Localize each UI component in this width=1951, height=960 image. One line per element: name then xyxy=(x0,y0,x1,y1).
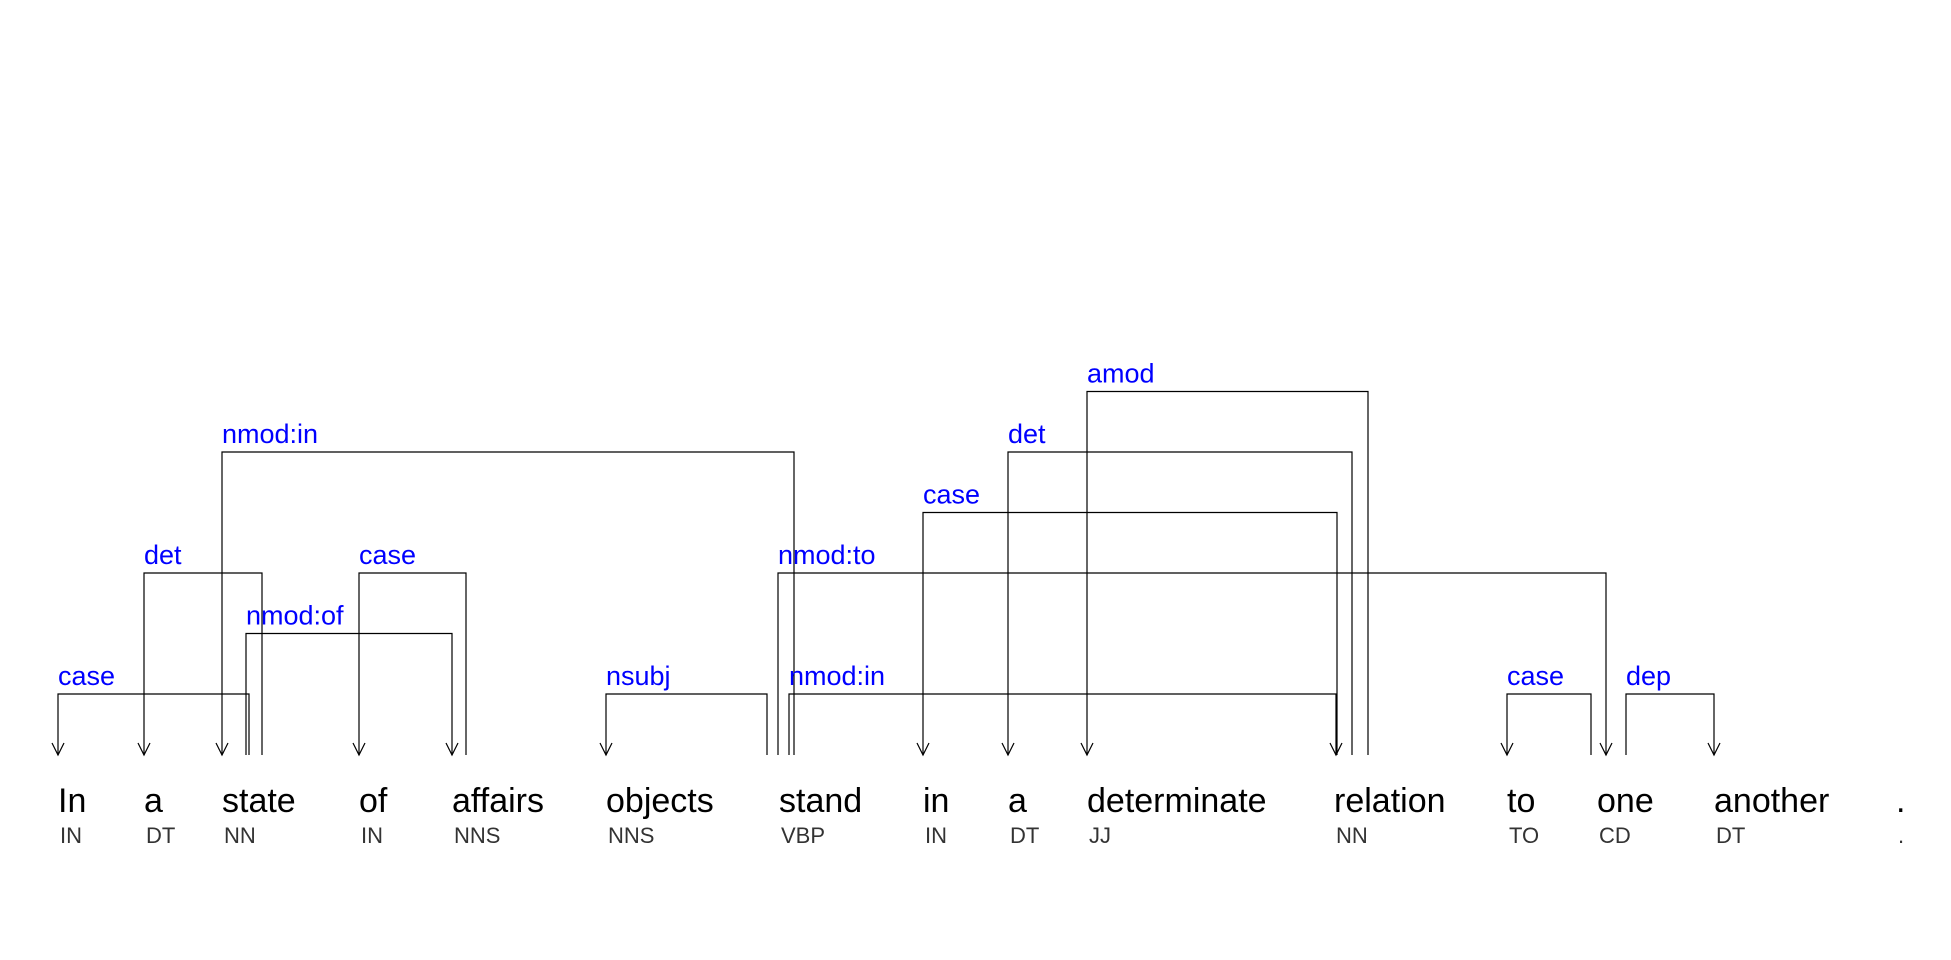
arc-label: nmod:of xyxy=(246,601,344,631)
arc-line xyxy=(777,572,1607,755)
arc-label: nmod:in xyxy=(222,419,318,449)
arc-label: nsubj xyxy=(606,661,671,691)
arrowhead-icon xyxy=(352,742,366,757)
dependency-arc: det xyxy=(1001,419,1353,757)
arrowhead-icon xyxy=(1707,742,1721,757)
arrowhead-icon xyxy=(215,742,229,757)
arc-label: dep xyxy=(1626,661,1671,691)
token-word: stand xyxy=(779,782,862,820)
arc-line xyxy=(358,572,467,755)
arrowhead-icon xyxy=(599,742,613,757)
arrowhead-icon xyxy=(1329,742,1343,757)
token-pos-tag: DT xyxy=(1010,823,1039,848)
token-pos-tag: . xyxy=(1898,823,1904,848)
arrowhead-icon xyxy=(1080,742,1094,757)
token-word: objects xyxy=(606,782,714,820)
dependency-arc: nmod:of xyxy=(245,601,459,757)
arc-label: case xyxy=(58,661,115,691)
arc-label: case xyxy=(1507,661,1564,691)
token-word: to xyxy=(1507,782,1535,820)
arc-label: nmod:in xyxy=(789,661,885,691)
dependency-arc: case xyxy=(51,661,250,757)
dependency-arc: nmod:in xyxy=(788,661,1343,757)
token-word: one xyxy=(1597,782,1654,820)
token-word: state xyxy=(222,782,296,820)
token-pos-tag: NN xyxy=(1336,823,1368,848)
token-word: affairs xyxy=(452,782,544,820)
arc-label: case xyxy=(359,540,416,570)
token-pos-tag: DT xyxy=(146,823,175,848)
arrowhead-icon xyxy=(1500,742,1514,757)
dependency-arc: case xyxy=(352,540,467,757)
dependency-arc: dep xyxy=(1625,661,1721,757)
arc-label: nmod:to xyxy=(778,540,876,570)
arc-label: det xyxy=(1008,419,1046,449)
token-pos-tag: VBP xyxy=(781,823,825,848)
dependency-arc: case xyxy=(916,480,1338,757)
dependency-arc: nmod:to xyxy=(777,540,1613,757)
arc-label: det xyxy=(144,540,182,570)
arc-label: amod xyxy=(1087,359,1155,389)
token-layer: In IN a DT state NN of IN affairs NNS objects NNS st… xyxy=(58,782,1905,848)
arc-label: case xyxy=(923,480,980,510)
token-word: another xyxy=(1714,782,1829,820)
token-pos-tag: DT xyxy=(1716,823,1745,848)
token-pos-tag: NNS xyxy=(454,823,500,848)
arc-line xyxy=(1007,451,1353,755)
arc-line xyxy=(221,451,795,755)
arrowhead-icon xyxy=(137,742,151,757)
token-word: in xyxy=(923,782,949,820)
arrowhead-icon xyxy=(916,742,930,757)
token-word: relation xyxy=(1334,782,1446,820)
token-word: determinate xyxy=(1087,782,1267,820)
token-pos-tag: NNS xyxy=(608,823,654,848)
arc-line xyxy=(143,572,263,755)
arc-layer: case det nmod:in nmod:of case nsubj nmod:in nmo… xyxy=(51,359,1721,757)
arc-line xyxy=(922,511,1338,755)
arc-line xyxy=(1506,693,1592,755)
token-pos-tag: IN xyxy=(925,823,947,848)
arc-line xyxy=(788,693,1337,755)
arc-line xyxy=(57,693,250,755)
arrowhead-icon xyxy=(1001,742,1015,757)
arc-line xyxy=(605,693,768,755)
arrowhead-icon xyxy=(51,742,65,757)
arc-line xyxy=(1086,390,1369,755)
token-pos-tag: TO xyxy=(1509,823,1539,848)
token-pos-tag: CD xyxy=(1599,823,1631,848)
dependency-arc: det xyxy=(137,540,263,757)
arc-line xyxy=(1625,693,1715,755)
dependency-arc: case xyxy=(1500,661,1592,757)
dependency-arc: nmod:in xyxy=(215,419,795,757)
token-word: of xyxy=(359,782,388,820)
token-pos-tag: IN xyxy=(361,823,383,848)
dependency-arc: amod xyxy=(1080,359,1369,757)
arrowhead-icon xyxy=(445,742,459,757)
token-word: In xyxy=(58,782,86,820)
token-pos-tag: JJ xyxy=(1089,823,1111,848)
arrowhead-icon xyxy=(1599,742,1613,757)
token-pos-tag: NN xyxy=(224,823,256,848)
token-word: . xyxy=(1896,782,1905,820)
token-word: a xyxy=(1008,782,1027,820)
token-pos-tag: IN xyxy=(60,823,82,848)
arc-line xyxy=(245,632,453,755)
token-word: a xyxy=(144,782,163,820)
dependency-arc: nsubj xyxy=(599,661,768,757)
